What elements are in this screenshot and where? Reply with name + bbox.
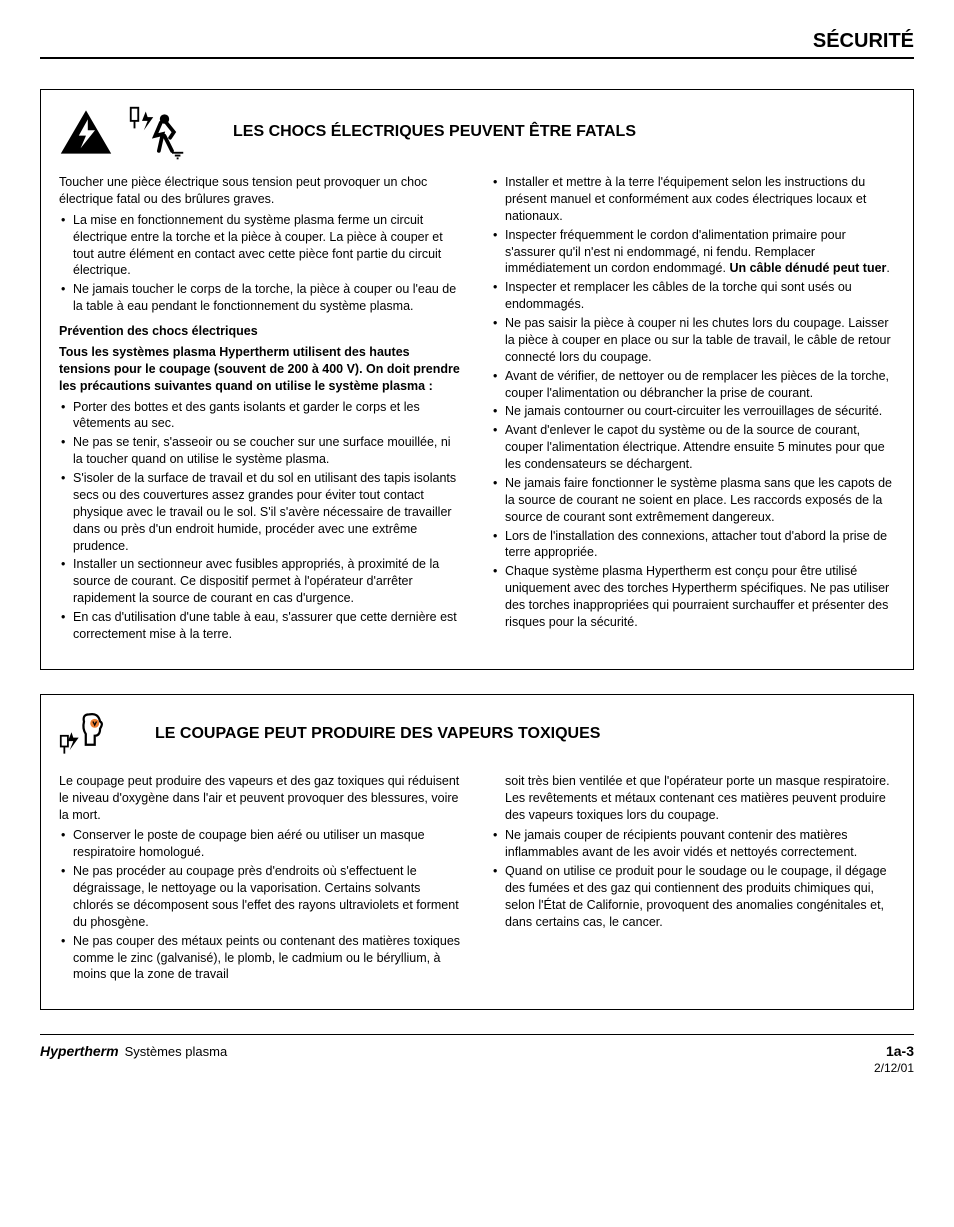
section1-left-bullets-b: Porter des bottes et des gants isolants … [59, 399, 463, 643]
section1-intro: Toucher une pièce électrique sous tensio… [59, 174, 463, 208]
fume-head-icon [59, 709, 109, 759]
section1-header: LES CHOCS ÉLECTRIQUES PEUVENT ÊTRE FATAL… [59, 104, 895, 160]
page-header-title: SÉCURITÉ [813, 30, 914, 52]
section2-icons [59, 709, 109, 759]
section2-left-bullets: Conserver le poste de coupage bien aéré … [59, 827, 463, 983]
section1-right-column: Installer et mettre à la terre l'équipem… [491, 174, 895, 651]
list-item: Conserver le poste de coupage bien aéré … [59, 827, 463, 861]
section-electric-shock: LES CHOCS ÉLECTRIQUES PEUVENT ÊTRE FATAL… [40, 89, 914, 670]
section1-left-column: Toucher une pièce électrique sous tensio… [59, 174, 463, 651]
list-item: Porter des bottes et des gants isolants … [59, 399, 463, 433]
list-item: Inspecter fréquemment le cordon d'alimen… [491, 227, 895, 278]
section2-columns: Le coupage peut produire des vapeurs et … [59, 773, 895, 992]
section2-continuation: soit très bien ventilée et que l'opérate… [491, 773, 895, 824]
footer-right: 1a-3 2/12/01 [874, 1043, 914, 1075]
brand-suffix: Systèmes plasma [125, 1044, 228, 1059]
section1-right-bullets: Installer et mettre à la terre l'équipem… [491, 174, 895, 631]
section-toxic-fumes: LE COUPAGE PEUT PRODUIRE DES VAPEURS TOX… [40, 694, 914, 1011]
list-item: Installer et mettre à la terre l'équipem… [491, 174, 895, 225]
section2-header: LE COUPAGE PEUT PRODUIRE DES VAPEURS TOX… [59, 709, 895, 759]
warning-bolt-icon [59, 108, 113, 156]
section1-icons [59, 104, 187, 160]
section1-subheading: Prévention des chocs électriques [59, 323, 463, 340]
list-item: Lors de l'installation des connexions, a… [491, 528, 895, 562]
list-item: En cas d'utilisation d'une table à eau, … [59, 609, 463, 643]
list-item: Avant d'enlever le capot du système ou d… [491, 422, 895, 473]
list-item: La mise en fonctionnement du système pla… [59, 212, 463, 280]
section2-title: LE COUPAGE PEUT PRODUIRE DES VAPEURS TOX… [125, 725, 895, 743]
page-number: 1a-3 [874, 1043, 914, 1059]
section2-intro: Le coupage peut produire des vapeurs et … [59, 773, 463, 824]
list-item: Quand on utilise ce produit pour le soud… [491, 863, 895, 931]
list-item: Ne pas saisir la pièce à couper ni les c… [491, 315, 895, 366]
list-item: Chaque système plasma Hypertherm est con… [491, 563, 895, 631]
section1-title: LES CHOCS ÉLECTRIQUES PEUVENT ÊTRE FATAL… [203, 123, 895, 141]
section2-left-column: Le coupage peut produire des vapeurs et … [59, 773, 463, 992]
list-item: Ne jamais toucher le corps de la torche,… [59, 281, 463, 315]
page-date: 2/12/01 [874, 1061, 914, 1075]
bold-tail: Un câble dénudé peut tuer [729, 261, 886, 275]
section2-right-bullets: Ne jamais couper de récipients pouvant c… [491, 827, 895, 930]
person-shock-icon [127, 104, 187, 160]
list-item: Avant de vérifier, de nettoyer ou de rem… [491, 368, 895, 402]
section2-right-column: soit très bien ventilée et que l'opérate… [491, 773, 895, 992]
brand-name: Hypertherm [40, 1043, 119, 1059]
page-footer: Hypertherm Systèmes plasma 1a-3 2/12/01 [40, 1034, 914, 1075]
section1-bold-para: Tous les systèmes plasma Hypertherm util… [59, 344, 463, 395]
list-item: Ne jamais faire fonctionner le système p… [491, 475, 895, 526]
list-item: Ne pas couper des métaux peints ou conte… [59, 933, 463, 984]
list-item: Inspecter et remplacer les câbles de la … [491, 279, 895, 313]
section1-left-bullets-a: La mise en fonctionnement du système pla… [59, 212, 463, 315]
list-item: S'isoler de la surface de travail et du … [59, 470, 463, 554]
list-item: Installer un sectionneur avec fusibles a… [59, 556, 463, 607]
list-item: Ne pas procéder au coupage près d'endroi… [59, 863, 463, 931]
section1-columns: Toucher une pièce électrique sous tensio… [59, 174, 895, 651]
list-item: Ne jamais contourner ou court-circuiter … [491, 403, 895, 420]
page-header: SÉCURITÉ [40, 30, 914, 59]
list-item: Ne jamais couper de récipients pouvant c… [491, 827, 895, 861]
list-item: Ne pas se tenir, s'asseoir ou se coucher… [59, 434, 463, 468]
footer-left: Hypertherm Systèmes plasma [40, 1043, 227, 1075]
